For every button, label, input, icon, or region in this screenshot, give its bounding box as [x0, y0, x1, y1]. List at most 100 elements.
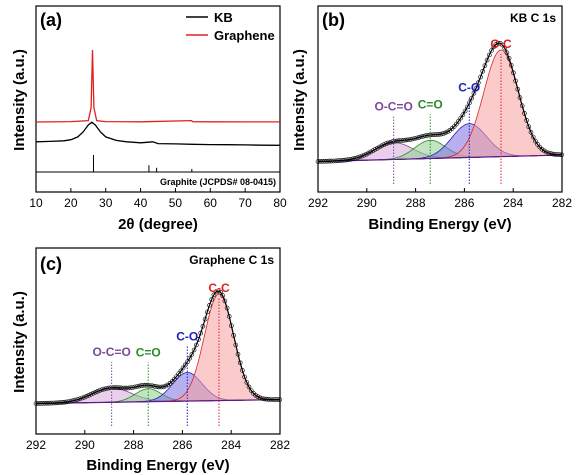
data-point — [524, 118, 529, 123]
data-point — [541, 148, 547, 154]
data-point — [383, 141, 389, 146]
data-point — [55, 400, 61, 406]
data-point — [150, 383, 155, 389]
peak-label: O-C=O — [92, 345, 130, 359]
data-point — [344, 157, 349, 163]
data-point — [35, 401, 41, 406]
x-tick-label: 284 — [221, 438, 241, 452]
data-point — [410, 136, 415, 142]
data-point — [403, 137, 409, 143]
data-point — [339, 158, 345, 163]
data-point — [320, 159, 325, 164]
data-point — [414, 135, 420, 141]
data-point — [555, 152, 560, 157]
panel-a-series — [35, 49, 281, 146]
x-tick-label: 282 — [552, 196, 572, 210]
data-point — [471, 91, 477, 96]
data-point — [346, 157, 352, 162]
data-point — [33, 401, 39, 406]
x-tick-label: 282 — [270, 438, 290, 452]
data-point — [464, 104, 470, 110]
data-point — [176, 371, 181, 377]
panel-b: (b) KB C 1s C-CC-OC=OO-C=O 292 290 288 286 2… — [291, 5, 572, 233]
panel-c-frame — [35, 247, 281, 435]
data-point — [229, 323, 234, 329]
data-point — [511, 70, 516, 76]
data-point — [40, 400, 45, 406]
x-tick-label: 60 — [204, 196, 218, 210]
data-point — [533, 138, 538, 144]
data-point — [275, 397, 280, 402]
x-tick-label: 10 — [29, 196, 43, 210]
data-point — [213, 289, 219, 295]
panel-a-label: (a) — [40, 10, 62, 30]
panel-b-ylabel: Intensity (a.u.) — [291, 49, 308, 151]
x-tick-label: 292 — [26, 438, 46, 452]
data-point — [432, 132, 437, 137]
data-point — [352, 156, 358, 161]
data-point — [480, 69, 486, 74]
data-point — [522, 111, 527, 116]
data-point — [66, 399, 72, 404]
data-point — [75, 397, 80, 402]
data-point — [84, 393, 89, 399]
data-point — [196, 337, 201, 342]
panel-c-title: Graphene C 1s — [189, 253, 274, 267]
data-point — [93, 389, 98, 395]
data-point — [495, 40, 501, 46]
data-point — [79, 395, 85, 401]
panel-c-plot: C-C C-O C=O O-C=O — [33, 281, 283, 426]
data-point — [73, 397, 78, 403]
data-point — [363, 151, 369, 157]
panel-b-title: KB C 1s — [510, 11, 556, 25]
data-point — [416, 135, 422, 140]
data-point — [194, 342, 199, 348]
data-point — [342, 157, 347, 163]
reference-label: Graphite (JCPDS# 08-0415) — [160, 177, 276, 187]
panel-a-frame — [35, 5, 281, 193]
panel-b-plot: C-C C-O C=O O-C=O — [315, 37, 565, 184]
data-point — [469, 95, 475, 101]
peak-label: C-O — [176, 329, 198, 343]
data-point — [187, 355, 192, 361]
data-point — [460, 112, 466, 117]
data-point — [42, 400, 48, 406]
panel-b-xlabel: Binding Energy (eV) — [368, 216, 511, 233]
panel-c-xlabel: Binding Energy (eV) — [86, 457, 229, 474]
data-point — [368, 149, 374, 155]
data-point — [423, 133, 428, 138]
data-point — [191, 347, 197, 353]
panel-a-xlabel: 2θ (degree) — [118, 216, 198, 233]
data-point — [526, 124, 532, 129]
data-point — [163, 383, 168, 389]
data-point — [49, 400, 54, 406]
data-point — [513, 78, 518, 84]
series-graphene — [35, 49, 280, 123]
data-point — [101, 386, 107, 392]
data-point — [337, 158, 343, 163]
data-point — [161, 384, 166, 390]
data-point — [407, 137, 413, 142]
data-point — [64, 399, 69, 405]
data-point — [385, 140, 391, 146]
x-tick-label: 286 — [454, 196, 474, 210]
x-tick-label: 30 — [99, 196, 113, 210]
data-point — [99, 387, 105, 393]
data-point — [130, 385, 135, 390]
series-kb — [35, 121, 281, 146]
data-point — [421, 133, 426, 139]
x-tick-label: 20 — [64, 196, 78, 210]
peak-label: C=O — [136, 346, 161, 360]
data-point — [246, 384, 252, 390]
background-line — [317, 154, 563, 163]
panel-c: (c) Graphene C 1s C-CC-OC=OO-C=O 292 290 2… — [11, 247, 290, 474]
x-tick-label: 290 — [75, 438, 95, 452]
data-point — [220, 293, 225, 298]
data-point — [71, 398, 76, 404]
data-point — [390, 139, 396, 144]
data-point — [370, 148, 376, 153]
data-point — [317, 159, 323, 164]
envelope-fit — [35, 290, 280, 405]
data-point — [379, 143, 385, 149]
